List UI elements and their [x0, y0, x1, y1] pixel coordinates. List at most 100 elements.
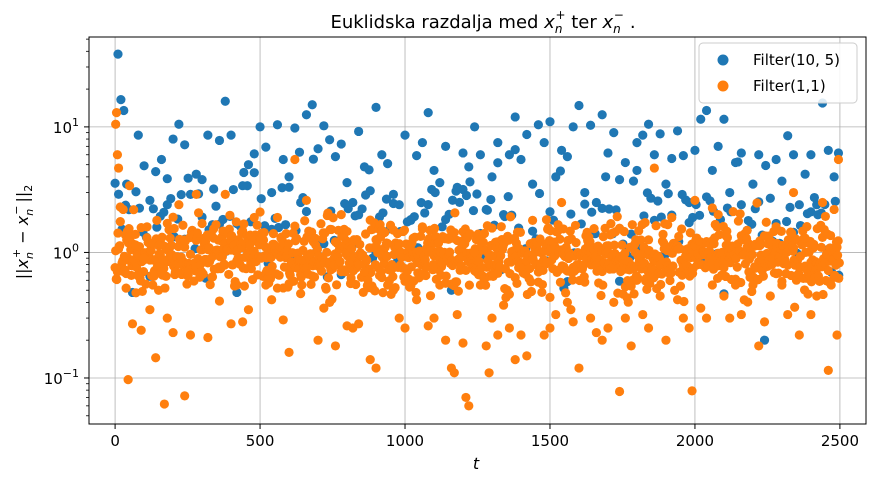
- ylabel-minus: −: [13, 225, 32, 249]
- point-s0-140: [597, 203, 607, 213]
- point-s1-1393: [832, 330, 842, 340]
- point-s0-77: [378, 208, 388, 218]
- ylabel-var1: x: [13, 258, 32, 269]
- point-s0-313: [707, 165, 717, 176]
- point-s1-1297: [307, 271, 317, 281]
- point-s1-975: [675, 281, 686, 291]
- point-s1-198: [225, 210, 235, 220]
- point-s0-329: [800, 169, 810, 179]
- point-s0-43: [260, 221, 270, 231]
- point-s1-499: [399, 225, 410, 235]
- point-s1-1364: [678, 313, 688, 323]
- point-s1-571: [441, 271, 451, 281]
- point-s1-1293: [284, 347, 294, 357]
- point-s0-335: [833, 148, 844, 158]
- point-s0-71: [357, 204, 367, 214]
- point-s0-90: [423, 200, 433, 210]
- point-s1-1343: [556, 197, 567, 208]
- point-s1-1346: [574, 363, 584, 373]
- point-s1-1317: [423, 321, 433, 331]
- point-s1-953: [663, 220, 673, 230]
- point-s1-130: [185, 249, 196, 259]
- point-s0-110: [493, 158, 503, 168]
- point-s1-1030: [707, 203, 717, 213]
- point-s1-1380: [765, 291, 775, 301]
- point-s1-736: [537, 287, 547, 298]
- point-s1-144: [193, 208, 204, 218]
- point-s1-1331: [487, 313, 497, 323]
- point-s0-92: [430, 187, 440, 198]
- point-s1-1315: [412, 295, 422, 305]
- point-s1-612: [465, 229, 475, 239]
- point-s0-141: [601, 172, 611, 182]
- point-s0-154: [646, 193, 656, 203]
- point-s0-280: [516, 154, 526, 165]
- point-s0-275: [487, 172, 497, 182]
- legend-marker-filter-1-1: [717, 80, 729, 92]
- point-s1-308: [289, 276, 299, 286]
- point-s1-327: [300, 216, 310, 226]
- point-s0-145: [614, 276, 625, 286]
- point-s0-322: [759, 335, 770, 345]
- point-s1-1056: [722, 232, 733, 243]
- point-s0-278: [504, 150, 514, 160]
- point-s1-611: [464, 280, 474, 290]
- point-s0-324: [771, 154, 781, 165]
- point-s0-50: [284, 182, 294, 192]
- point-s0-298: [620, 157, 630, 168]
- y-tick-label-2: 101: [53, 116, 79, 137]
- point-s1-838: [596, 290, 606, 301]
- point-s1-585: [449, 227, 459, 238]
- point-s0-315: [719, 114, 729, 124]
- point-s0-247: [325, 135, 335, 145]
- point-s1-434: [362, 255, 372, 266]
- point-s1-1071: [731, 253, 741, 264]
- point-s1-892: [627, 220, 637, 230]
- point-s0-317: [730, 157, 741, 168]
- point-s0-308: [678, 151, 688, 161]
- point-s0-200: [806, 207, 816, 217]
- point-s1-337: [305, 249, 316, 259]
- ylabel-open: ||: [13, 268, 32, 279]
- point-s1-1354: [620, 313, 630, 323]
- point-s0-99: [454, 197, 465, 207]
- point-s1-1107: [752, 198, 762, 208]
- point-s1-666: [496, 222, 506, 232]
- point-s1-1372: [719, 291, 729, 301]
- point-s0-244: [307, 100, 317, 110]
- title-var2: x: [601, 12, 613, 33]
- point-s1-1330: [484, 368, 494, 378]
- point-s0-296: [609, 128, 619, 138]
- point-s0-325: [777, 176, 787, 186]
- ylabel-var1-sub: n: [23, 252, 36, 259]
- point-s0-302: [643, 119, 654, 129]
- point-s0-103: [468, 205, 479, 216]
- point-s1-235: [246, 264, 256, 274]
- point-s1-1292: [278, 315, 288, 325]
- ylabel-close-sub: 2: [22, 185, 35, 192]
- x-tick-label-3: 1500: [531, 432, 569, 450]
- point-s1-1278: [197, 218, 207, 229]
- point-s1-1099: [747, 250, 757, 260]
- point-s1-1264: [142, 222, 152, 232]
- point-s1-1373: [725, 313, 735, 323]
- point-s0-267: [441, 141, 451, 151]
- point-s1-3: [112, 274, 122, 285]
- point-s0-245: [313, 144, 323, 154]
- point-s0-55: [301, 206, 312, 217]
- point-s1-1249: [834, 258, 844, 268]
- point-s1-1269: [156, 267, 167, 277]
- point-s1-273: [268, 229, 278, 239]
- point-s1-1281: [214, 296, 225, 306]
- point-s0-240: [284, 172, 294, 182]
- point-s1-1255: [118, 204, 128, 215]
- point-s1-295: [281, 228, 291, 239]
- point-s1-397: [340, 267, 350, 277]
- point-s1-1349: [591, 327, 601, 338]
- point-s1-1118: [758, 271, 768, 281]
- point-s1-992: [685, 228, 695, 238]
- point-s1-879: [620, 248, 630, 258]
- point-s0-219: [162, 200, 172, 210]
- point-s1-1318: [429, 313, 439, 323]
- point-s0-159: [663, 189, 673, 199]
